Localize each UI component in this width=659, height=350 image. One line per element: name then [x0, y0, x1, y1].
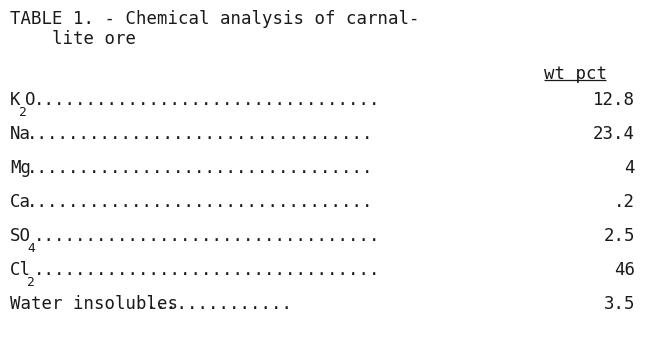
Text: lite ore: lite ore — [10, 30, 136, 48]
Text: Na: Na — [10, 125, 31, 143]
Text: 12.8: 12.8 — [593, 91, 635, 109]
Text: 4: 4 — [27, 241, 35, 254]
Text: wt pct: wt pct — [544, 65, 606, 83]
Text: 2: 2 — [27, 275, 35, 288]
Text: 23.4: 23.4 — [593, 125, 635, 143]
Text: Ca: Ca — [10, 193, 31, 211]
Text: .................................: ................................. — [27, 159, 374, 177]
Text: 2: 2 — [18, 105, 26, 119]
Text: SO: SO — [10, 227, 31, 245]
Text: 4: 4 — [625, 159, 635, 177]
Text: O: O — [25, 91, 36, 109]
Text: .................................: ................................. — [27, 193, 374, 211]
Text: .................................: ................................. — [34, 227, 380, 245]
Text: .2: .2 — [614, 193, 635, 211]
Text: Cl: Cl — [10, 261, 31, 279]
Text: TABLE 1. - Chemical analysis of carnal-: TABLE 1. - Chemical analysis of carnal- — [10, 10, 420, 28]
Text: ..............: .............. — [146, 295, 293, 313]
Text: K: K — [10, 91, 20, 109]
Text: .................................: ................................. — [34, 261, 380, 279]
Text: 2.5: 2.5 — [604, 227, 635, 245]
Text: Mg: Mg — [10, 159, 31, 177]
Text: .................................: ................................. — [27, 125, 374, 143]
Text: 3.5: 3.5 — [604, 295, 635, 313]
Text: 46: 46 — [614, 261, 635, 279]
Text: .................................: ................................. — [34, 91, 380, 109]
Text: Water insolubles: Water insolubles — [10, 295, 178, 313]
